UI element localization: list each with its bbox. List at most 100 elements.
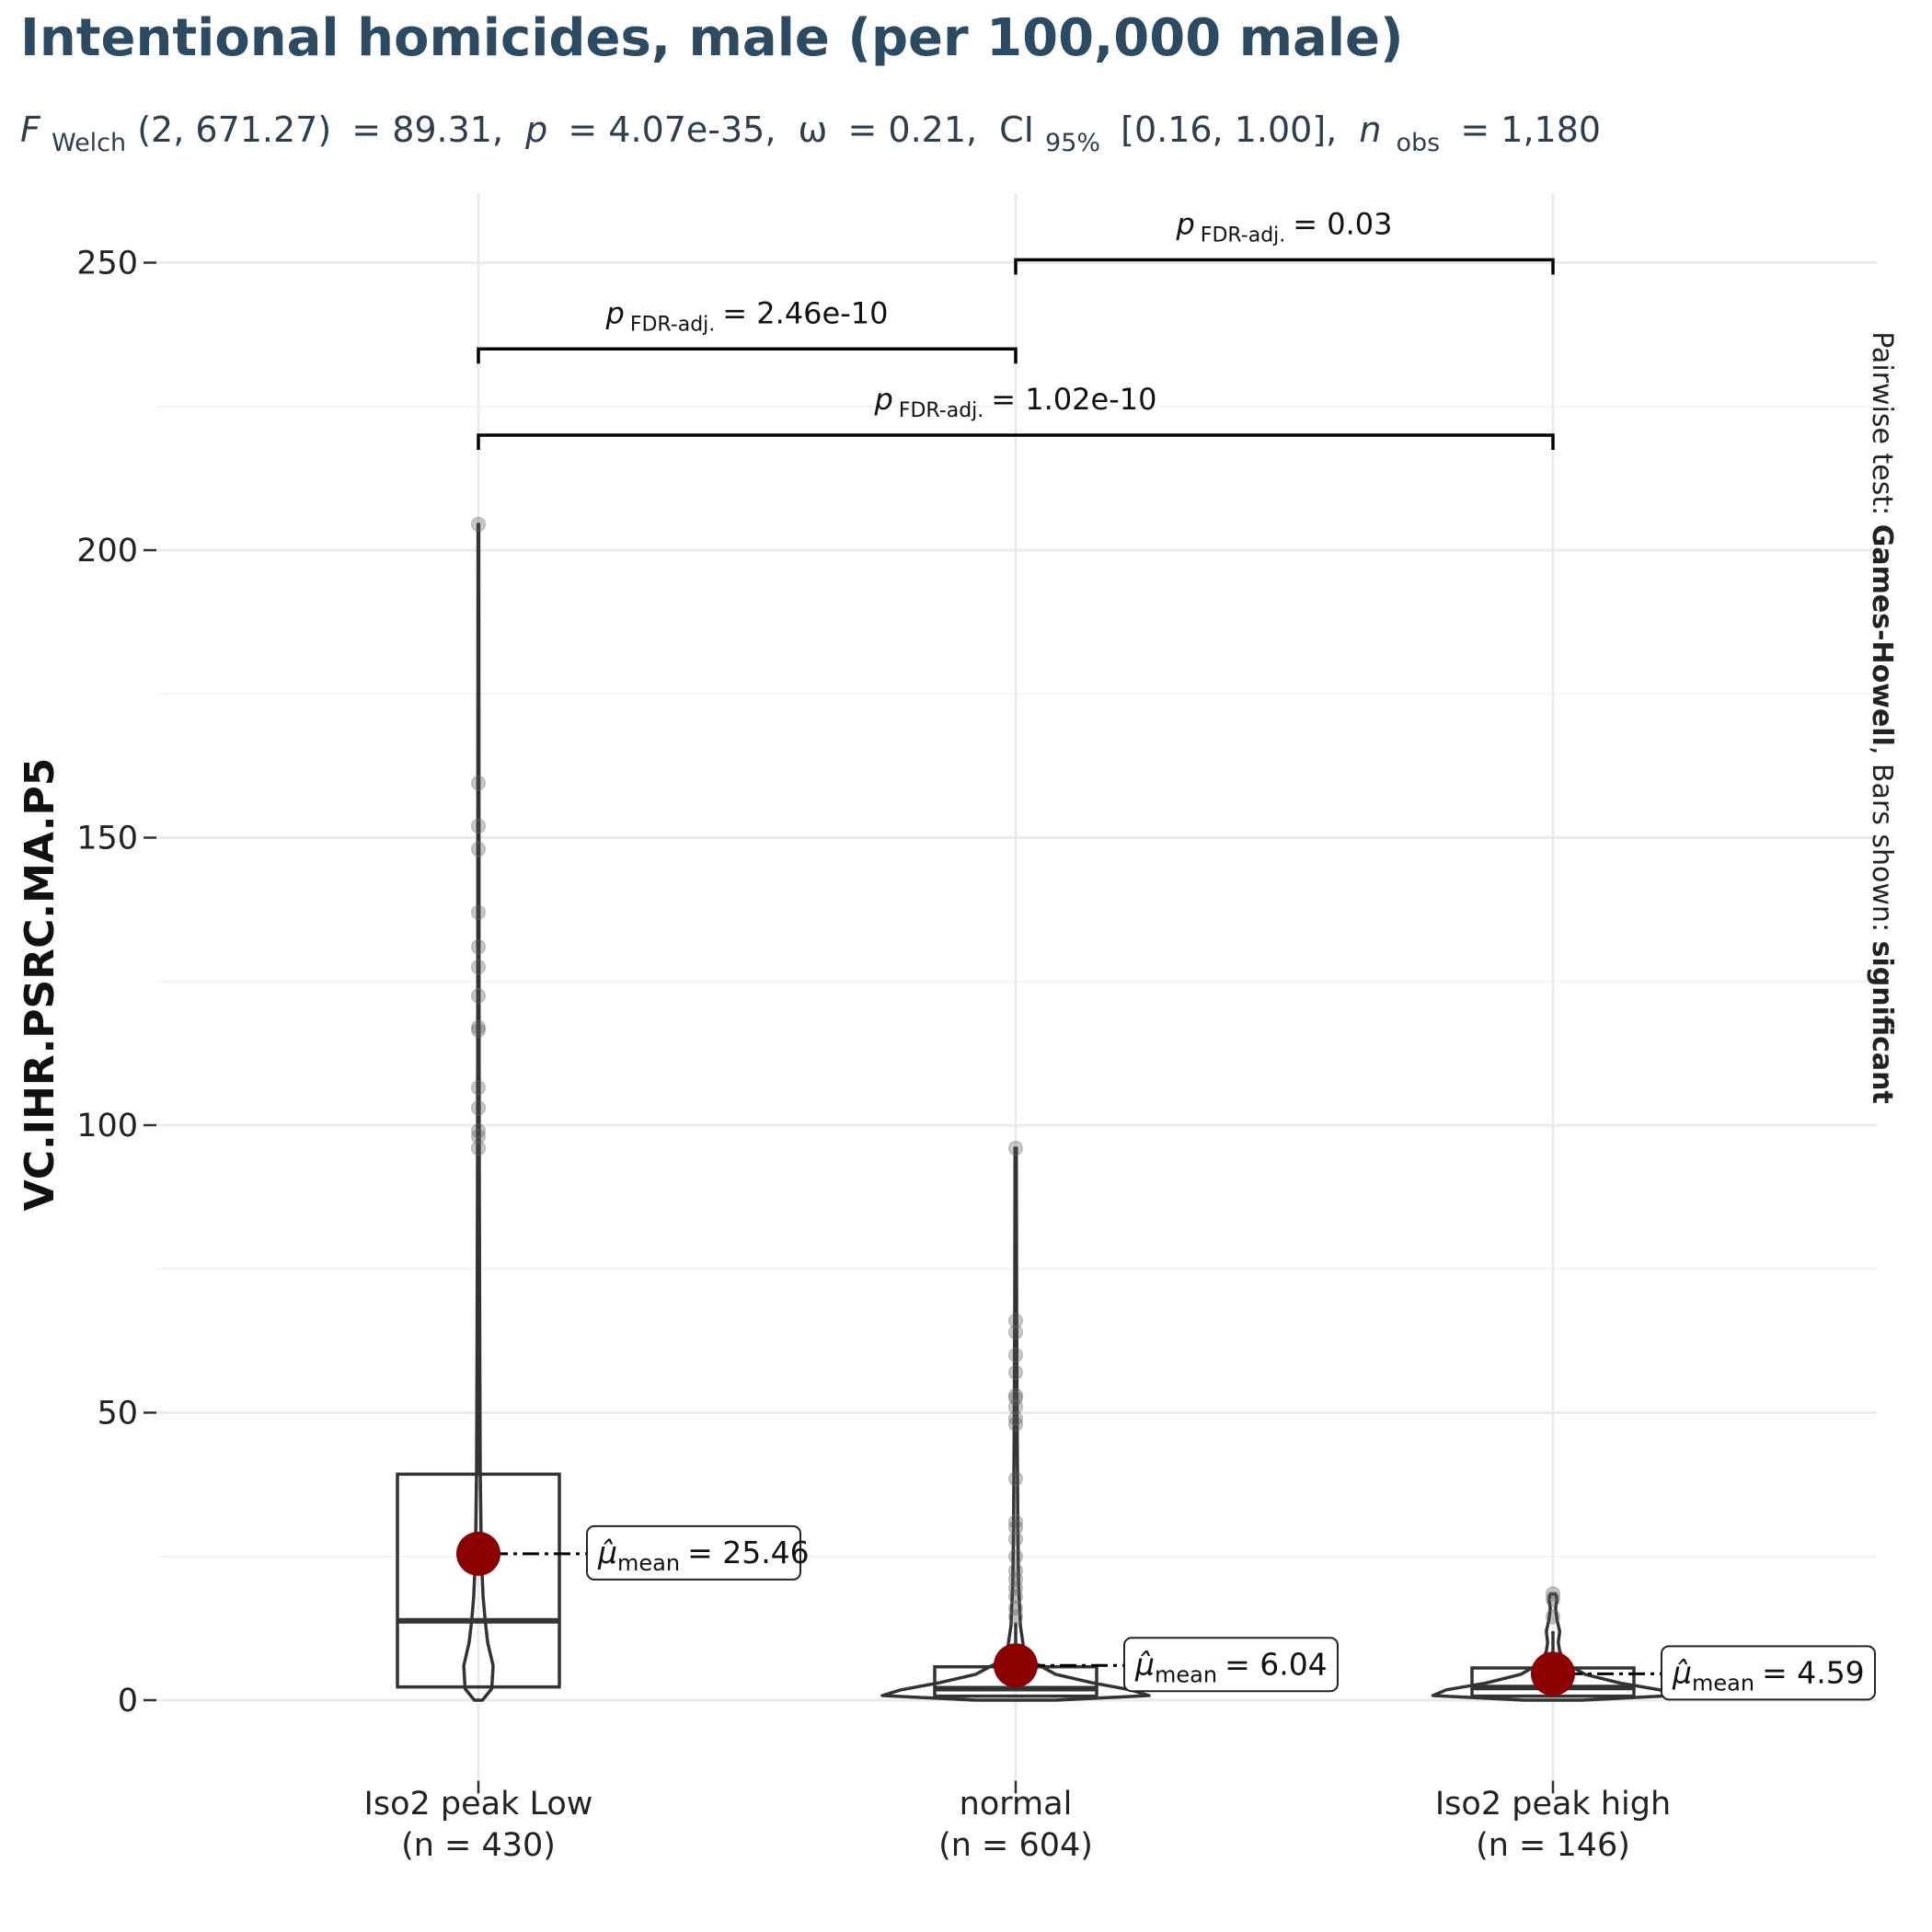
comparison-p-subscript: FDR-adj. — [899, 399, 983, 422]
outlier-point — [1007, 1580, 1024, 1596]
outlier-point — [1007, 1609, 1024, 1625]
subtitle-stat-sub: Welch — [52, 129, 126, 157]
outlier-point — [1007, 1416, 1024, 1432]
caption-test: Games-Howell — [1866, 524, 1898, 746]
chart-title: Intentional homicides, male (per 100,000… — [20, 8, 1404, 68]
mean-label-symbol: μ̂ — [1672, 1654, 1692, 1690]
x-tick-label: Iso2 peak high (n = 146) — [1435, 1786, 1671, 1864]
outlier-point — [1007, 1324, 1024, 1340]
comparison-bracket — [477, 347, 1018, 364]
outlier-point — [470, 1080, 487, 1096]
mean-label-box — [1661, 1645, 1876, 1701]
outlier-point — [1007, 1387, 1024, 1403]
mean-label-box — [586, 1524, 801, 1581]
comparison-p-value: = 0.03 — [1293, 206, 1392, 241]
outlier-point — [1007, 1548, 1024, 1564]
mean-label: μ̂mean = 25.46 — [597, 1535, 810, 1576]
outlier-point — [1007, 1399, 1024, 1415]
outlier-point — [1007, 1313, 1024, 1328]
x-tick-label: Iso2 peak Low (n = 430) — [364, 1786, 593, 1864]
mean-label-symbol: μ̂ — [1134, 1646, 1155, 1682]
subtitle-n-sub: obs — [1397, 129, 1441, 157]
outlier-point — [1007, 1471, 1024, 1487]
mean-label: μ̂mean = 4.59 — [1672, 1654, 1865, 1696]
outlier-point — [1007, 1589, 1024, 1604]
outlier-point — [1007, 1390, 1024, 1407]
outlier-point — [1007, 1514, 1024, 1530]
outlier-point — [470, 516, 487, 533]
outlier-point — [470, 1019, 487, 1035]
outlier-point — [1007, 1531, 1024, 1547]
y-tick-label: 150 — [76, 821, 138, 857]
subtitle-p-value: = 4.07e-35, — [568, 109, 776, 150]
comparison-p-value: = 2.46e-10 — [722, 295, 888, 330]
mean-label-value: = 4.59 — [1762, 1654, 1865, 1690]
y-axis-label: VC.IHR.PSRC.MA.P5 — [17, 758, 63, 1212]
outlier-point — [470, 939, 487, 955]
caption-bars: significant — [1866, 941, 1898, 1104]
y-tick-label: 100 — [76, 1108, 138, 1144]
subtitle-stat-value: = 89.31, — [351, 109, 503, 150]
mean-label-value: = 6.04 — [1225, 1646, 1328, 1682]
subtitle-ci-value: [0.16, 1.00], — [1121, 109, 1337, 150]
y-axis: 0 50 100 150 200 250 — [76, 246, 156, 1719]
mean-point — [456, 1531, 500, 1576]
comparison-p-subscript: FDR-adj. — [1201, 224, 1285, 247]
mean-label: μ̂mean = 6.04 — [1134, 1646, 1328, 1687]
outlier-point — [1007, 1571, 1024, 1587]
subtitle-ci: CI — [999, 109, 1034, 150]
y-tick-label: 250 — [76, 246, 138, 282]
subtitle-df: (2, 671.27) — [137, 109, 331, 150]
x-tick-label: normal (n = 604) — [938, 1786, 1093, 1864]
x-tick-label-line2: (n = 604) — [938, 1827, 1093, 1864]
outlier-point — [470, 841, 487, 857]
outlier-point — [1007, 1600, 1024, 1616]
mean-label-value: = 25.46 — [687, 1535, 810, 1570]
outlier-point — [1007, 1364, 1024, 1380]
comparison-label: p FDR-adj. = 0.03 — [1175, 206, 1392, 247]
y-tick-label: 0 — [118, 1683, 138, 1719]
outlier-point — [470, 904, 487, 920]
x-tick-label-line2: (n = 430) — [401, 1827, 556, 1864]
outlier-point — [1007, 1520, 1024, 1535]
y-tick-label: 50 — [97, 1396, 138, 1432]
outlier-point — [1007, 1410, 1024, 1426]
mean-label-subscript: mean — [1155, 1662, 1217, 1687]
x-tick-label-line1: Iso2 peak Low — [364, 1786, 593, 1823]
outlier-point — [1007, 1563, 1024, 1579]
mean-point — [994, 1643, 1038, 1688]
subtitle-n-value: = 1,180 — [1460, 109, 1601, 150]
comparison-bracket — [477, 433, 1555, 450]
caption-middle: , Bars shown: — [1866, 746, 1898, 941]
grid-lines — [156, 193, 1877, 1781]
comparison-p-symbol: p — [605, 295, 625, 330]
chart-caption: Pairwise test: Games-Howell, Bars shown:… — [1866, 331, 1898, 1104]
outlier-point — [470, 988, 487, 1004]
violin-outline — [1431, 1592, 1675, 1702]
y-tick-label: 200 — [76, 533, 138, 569]
subtitle-ci-sub: 95% — [1045, 129, 1100, 157]
outlier-point — [470, 1100, 487, 1116]
outlier-point — [1007, 1347, 1024, 1363]
mean-label-symbol: μ̂ — [597, 1535, 617, 1570]
comparison-p-subscript: FDR-adj. — [630, 313, 715, 336]
outlier-point — [1545, 1592, 1561, 1607]
subtitle-effect-value: = 0.21, — [847, 109, 977, 150]
outlier-point — [470, 959, 487, 975]
mean-label-subscript: mean — [1692, 1670, 1754, 1696]
pairwise-comparisons: p FDR-adj. = 0.03p FDR-adj. = 2.46e-10p FDR-a… — [477, 206, 1555, 450]
comparison-bracket — [1014, 258, 1555, 275]
violin-outline — [462, 523, 495, 1702]
subtitle-stat: F — [20, 109, 41, 150]
x-tick-label-line2: (n = 146) — [1476, 1827, 1630, 1864]
outlier-point — [1007, 1140, 1024, 1156]
mean-label-subscript: mean — [617, 1550, 680, 1576]
x-axis: Iso2 peak Low (n = 430) normal (n = 604) Iso… — [364, 1780, 1671, 1864]
outlier-point — [470, 818, 487, 834]
x-tick-label-line1: Iso2 peak high — [1435, 1786, 1671, 1823]
violin-outline — [880, 1146, 1151, 1702]
comparison-p-symbol: p — [874, 382, 893, 417]
outlier-point — [470, 1129, 487, 1144]
x-tick-label-line1: normal — [960, 1786, 1073, 1823]
